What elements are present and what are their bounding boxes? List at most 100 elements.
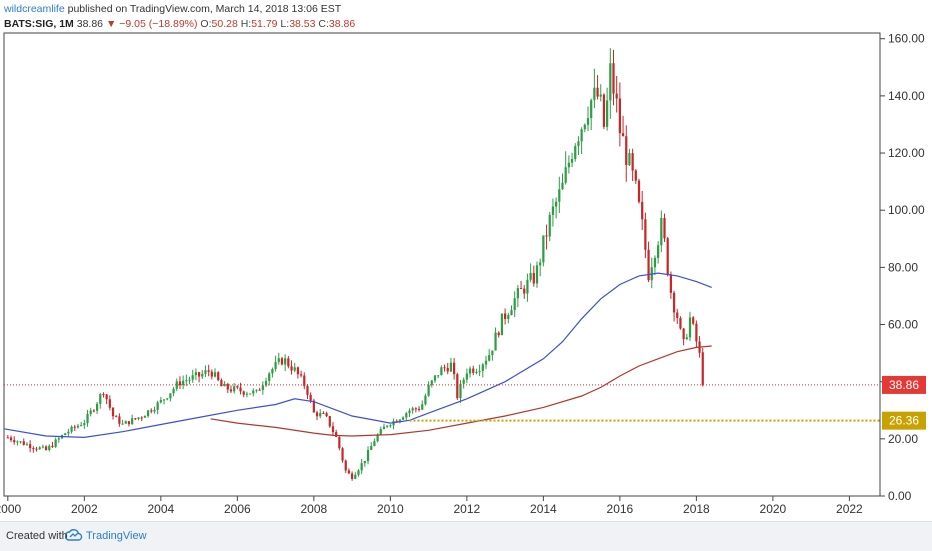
candle-body[interactable] [204, 370, 207, 374]
candle-body[interactable] [248, 393, 252, 395]
candle-body[interactable] [44, 446, 48, 451]
candle-body[interactable] [417, 408, 421, 410]
candle-body[interactable] [641, 201, 644, 220]
candle-body[interactable] [424, 395, 427, 405]
candle-body[interactable] [57, 438, 60, 440]
candle-body[interactable] [688, 317, 692, 338]
candle-body[interactable] [449, 362, 453, 372]
candle-body[interactable] [452, 362, 456, 375]
candle-body[interactable] [395, 420, 398, 422]
candle-body[interactable] [73, 426, 76, 428]
candle-body[interactable] [169, 393, 172, 399]
candle-body[interactable] [9, 437, 13, 441]
candle-body[interactable] [13, 440, 16, 443]
candle-body[interactable] [590, 100, 593, 119]
candle-body[interactable] [437, 375, 440, 377]
candle-body[interactable] [695, 323, 698, 342]
candle-body[interactable] [625, 136, 628, 166]
candle-body[interactable] [64, 433, 67, 436]
candle-body[interactable] [628, 153, 631, 166]
candle-body[interactable] [481, 364, 484, 371]
candle-body[interactable] [111, 407, 115, 417]
candle-body[interactable] [156, 402, 159, 410]
candle-body[interactable] [134, 418, 137, 420]
price-chart[interactable]: 0.0020.0040.0060.0080.00100.00120.00140.… [0, 0, 932, 521]
candle-body[interactable] [529, 272, 532, 280]
candle-body[interactable] [494, 332, 497, 351]
candle-body[interactable] [261, 385, 264, 390]
candle-body[interactable] [226, 383, 229, 390]
candle-body[interactable] [526, 279, 529, 294]
candle-body[interactable] [647, 249, 650, 281]
candle-body[interactable] [197, 372, 201, 377]
candle-body[interactable] [504, 313, 507, 319]
candle-body[interactable] [188, 379, 191, 381]
candle-body[interactable] [102, 394, 105, 396]
candle-body[interactable] [328, 416, 331, 427]
candle-body[interactable] [48, 445, 51, 451]
candle-body[interactable] [271, 369, 274, 374]
candle-body[interactable] [25, 444, 29, 446]
candle-body[interactable] [162, 399, 166, 401]
candle-body[interactable] [233, 386, 236, 392]
candle-body[interactable] [360, 463, 363, 471]
candle-body[interactable] [382, 426, 386, 430]
candle-body[interactable] [146, 410, 150, 416]
candle-body[interactable] [551, 206, 555, 215]
candle-body[interactable] [341, 448, 344, 461]
candle-body[interactable] [574, 146, 577, 159]
candle-body[interactable] [555, 201, 558, 207]
candle-body[interactable] [669, 274, 672, 293]
candle-body[interactable] [389, 425, 392, 427]
candle-body[interactable] [299, 374, 303, 376]
candle-body[interactable] [535, 265, 539, 284]
candle-body[interactable] [679, 318, 682, 329]
candle-body[interactable] [137, 417, 140, 419]
tradingview-brand-link[interactable]: TradingView [86, 530, 147, 542]
candle-body[interactable] [615, 93, 618, 99]
candle-body[interactable] [51, 445, 54, 447]
candle-body[interactable] [277, 358, 280, 362]
candle-body[interactable] [22, 441, 25, 445]
candle-body[interactable] [564, 167, 567, 183]
candle-body[interactable] [500, 313, 504, 336]
candle-body[interactable] [220, 380, 223, 387]
candle-body[interactable] [347, 470, 351, 474]
candle-body[interactable] [245, 393, 249, 395]
candle-body[interactable] [255, 389, 258, 391]
candle-body[interactable] [612, 63, 615, 94]
candle-body[interactable] [446, 368, 449, 372]
candle-body[interactable] [83, 423, 86, 426]
candle-body[interactable] [223, 383, 226, 387]
candle-body[interactable] [599, 94, 602, 97]
candle-body[interactable] [510, 310, 513, 316]
candle-body[interactable] [108, 399, 111, 408]
candle-body[interactable] [89, 410, 92, 414]
candle-body[interactable] [264, 380, 268, 386]
candle-body[interactable] [644, 219, 647, 250]
candle-body[interactable] [398, 419, 402, 422]
candle-body[interactable] [411, 408, 414, 411]
candle-body[interactable] [491, 350, 494, 356]
candle-body[interactable] [185, 380, 188, 382]
candle-body[interactable] [6, 437, 9, 439]
candle-body[interactable] [268, 373, 271, 381]
candle-body[interactable] [542, 235, 545, 263]
candle-body[interactable] [366, 449, 370, 462]
candle-body[interactable] [672, 292, 676, 313]
candle-body[interactable] [462, 379, 465, 384]
candle-body[interactable] [121, 423, 124, 425]
candle-body[interactable] [379, 429, 382, 435]
candle-body[interactable] [99, 394, 102, 404]
candle-body[interactable] [586, 118, 590, 125]
candle-body[interactable] [166, 398, 169, 400]
plot-area[interactable] [3, 32, 881, 497]
candle-body[interactable] [29, 444, 32, 449]
candle-body[interactable] [433, 375, 437, 381]
author-link[interactable]: wildcreamlife [4, 3, 65, 15]
candle-body[interactable] [692, 317, 695, 324]
candle-body[interactable] [488, 355, 491, 361]
candle-body[interactable] [440, 367, 443, 376]
candle-body[interactable] [472, 368, 475, 373]
candle-body[interactable] [631, 153, 634, 171]
